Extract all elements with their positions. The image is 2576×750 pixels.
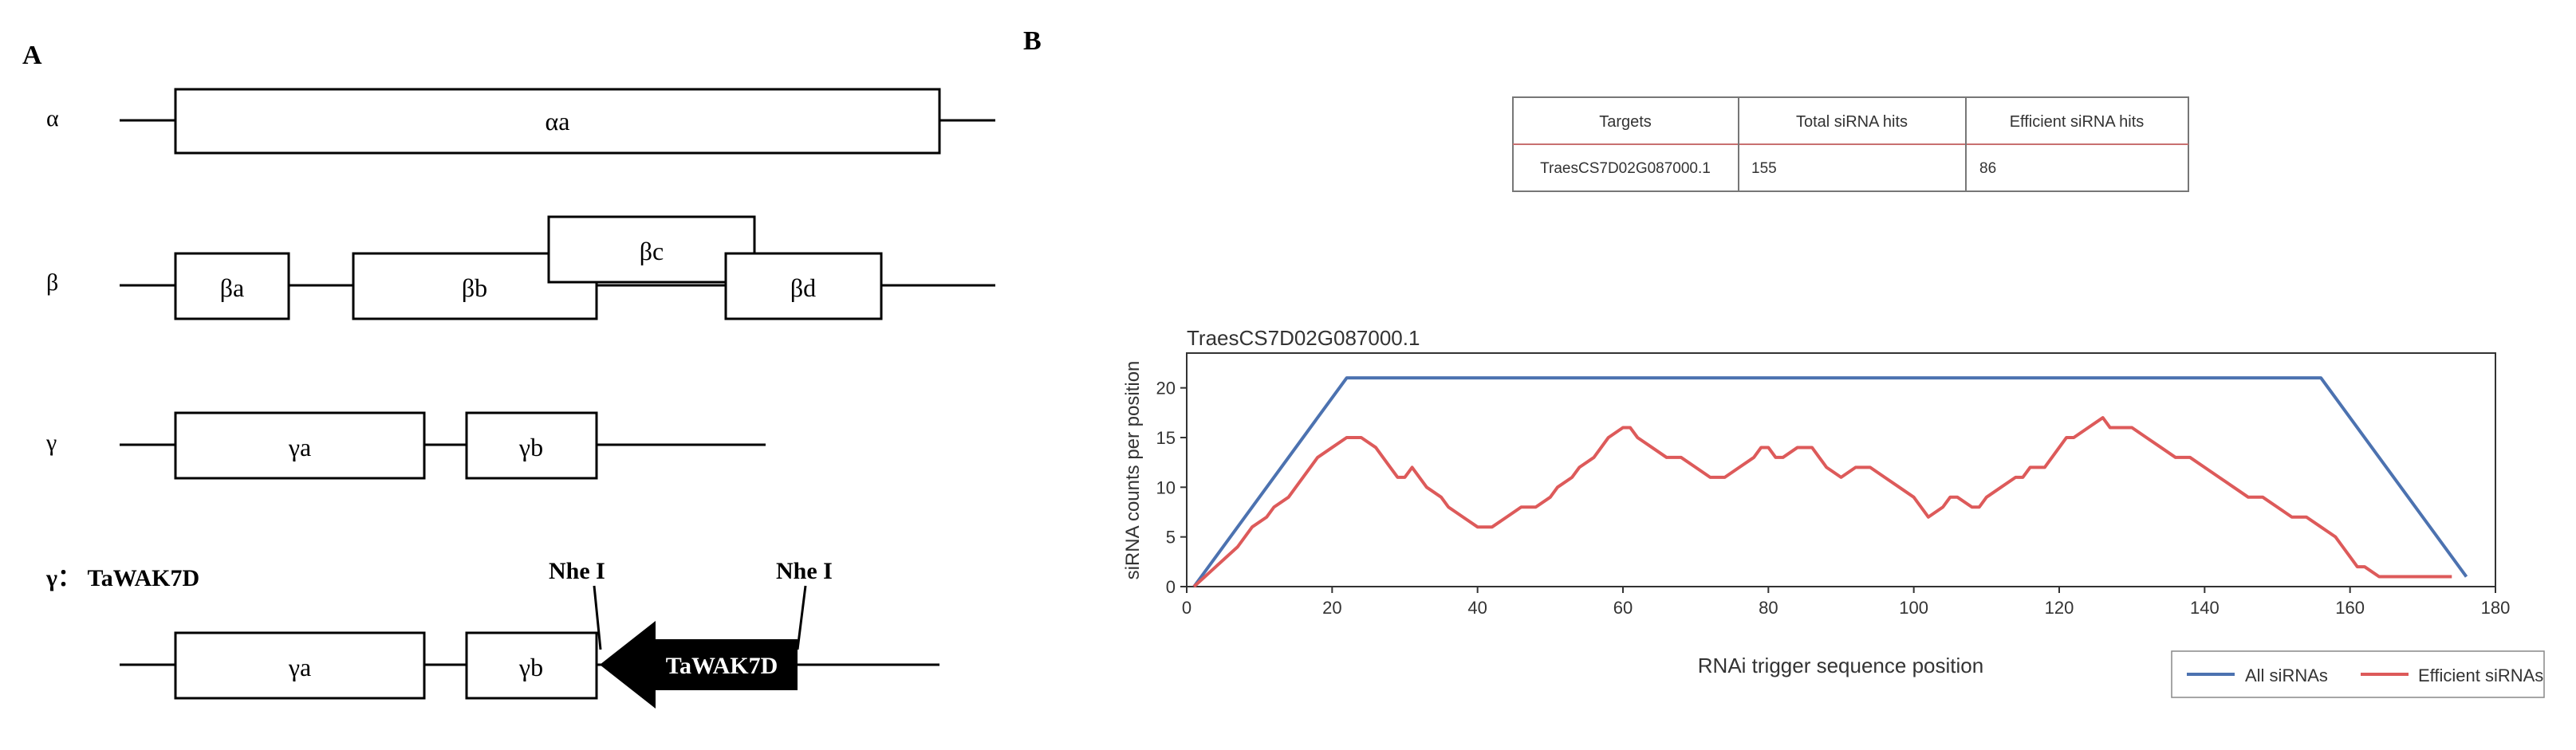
exon-label-gamma-a: γa <box>288 433 311 461</box>
exon-label-gamma-b: γb <box>518 433 543 461</box>
table-header-total: Total siRNA hits <box>1796 113 1908 131</box>
x-tick-label: 140 <box>2190 598 2220 618</box>
table-cell-efficient: 86 <box>1979 160 1996 177</box>
x-tick-label: 80 <box>1759 598 1778 618</box>
table-cell-total: 155 <box>1751 160 1777 177</box>
exon-label-beta-a: βa <box>220 273 244 302</box>
x-tick-label: 180 <box>2481 598 2511 618</box>
row-beta: β βa βb βc βd <box>46 215 995 320</box>
y-tick-label: 5 <box>1166 528 1176 548</box>
exon-box-construct-gamma-b <box>465 631 598 700</box>
series-all-sirnas <box>1192 376 2468 588</box>
exon-label-construct-gamma-b: γb <box>518 653 543 681</box>
exon-label-construct-gamma-a: γa <box>288 653 311 681</box>
exon-box-beta-d <box>724 252 883 320</box>
exon-label-beta-c: βc <box>640 237 664 265</box>
sirna-chart: TraesCS7D02G087000.1 0 5 10 15 20 0 20 40 60 80 1… <box>1122 326 2545 698</box>
exon-label-alpha-a: αa <box>546 107 570 135</box>
y-axis-ticks: 0 5 10 15 20 <box>1156 379 1187 597</box>
x-tick-label: 120 <box>2045 598 2074 618</box>
x-tick-label: 20 <box>1322 598 1341 618</box>
nhe-site-label-1: Nhe I <box>549 558 605 584</box>
x-tick-label: 60 <box>1613 598 1633 618</box>
chart-title: TraesCS7D02G087000.1 <box>1187 326 1420 350</box>
x-tick-label: 40 <box>1467 598 1487 618</box>
panel-a-label: A <box>22 41 42 70</box>
y-tick-label: 15 <box>1156 428 1176 448</box>
nhe-site-pointer-1 <box>593 585 602 650</box>
row-gamma-construct: γ： TaWAK7D Nhe I Nhe I γa γb TaWAK7D <box>45 558 939 709</box>
hits-table: Targets Total siRNA hits Efficient siRNA… <box>1512 96 2189 192</box>
legend-label-all-sirnas: All siRNAs <box>2245 666 2328 685</box>
panel-a: A α αa β βa βb βc βd γ <box>22 41 995 709</box>
legend-label-efficient-sirnas: Efficient siRNAs <box>2418 666 2543 685</box>
row-alpha-label: α <box>46 105 59 132</box>
series-layer <box>1192 376 2468 588</box>
row-construct-label: γ： TaWAK7D <box>45 565 199 591</box>
x-tick-label: 160 <box>2335 598 2365 618</box>
x-tick-label: 0 <box>1182 598 1191 618</box>
y-axis-label: siRNA counts per position <box>1122 361 1144 580</box>
panel-b-label: B <box>1023 26 1042 56</box>
exon-label-beta-b: βb <box>462 273 487 302</box>
series-efficient-sirnas <box>1192 416 2452 588</box>
plot-frame <box>1186 352 2496 587</box>
exon-label-beta-d: βd <box>790 273 816 302</box>
x-axis-ticks: 0 20 40 60 80 100 120 140 160 180 <box>1182 587 2510 618</box>
nhe-site-pointer-2 <box>796 585 807 650</box>
table-cell-target: TraesCS7D02G087000.1 <box>1540 160 1711 177</box>
exon-box-gamma-a <box>174 411 426 480</box>
panel-b: B Targets Total siRNA hits Efficient siR… <box>1023 26 2545 698</box>
tawak7d-arrow <box>600 621 798 709</box>
table-header-efficient: Efficient siRNA hits <box>2010 113 2145 131</box>
row-gamma: γ γa γb <box>45 411 766 480</box>
y-tick-label: 0 <box>1166 577 1176 597</box>
exon-box-gamma-b <box>465 411 598 480</box>
exon-box-beta-c <box>547 215 756 284</box>
row-beta-label: β <box>46 269 58 296</box>
row-alpha: α αa <box>46 88 995 155</box>
exon-box-beta-a <box>174 252 290 320</box>
tawak7d-arrow-label: TaWAK7D <box>666 653 778 679</box>
y-tick-label: 20 <box>1156 379 1176 399</box>
x-axis-label: RNAi trigger sequence position <box>1698 654 1983 677</box>
row-gamma-label: γ <box>45 430 57 456</box>
exon-box-alpha-a <box>174 88 941 155</box>
y-tick-label: 10 <box>1156 477 1176 497</box>
nhe-site-label-2: Nhe I <box>776 558 833 584</box>
table-header-targets: Targets <box>1599 113 1652 131</box>
legend: All siRNAs Efficient siRNAs <box>2171 650 2545 698</box>
x-tick-label: 100 <box>1899 598 1928 618</box>
